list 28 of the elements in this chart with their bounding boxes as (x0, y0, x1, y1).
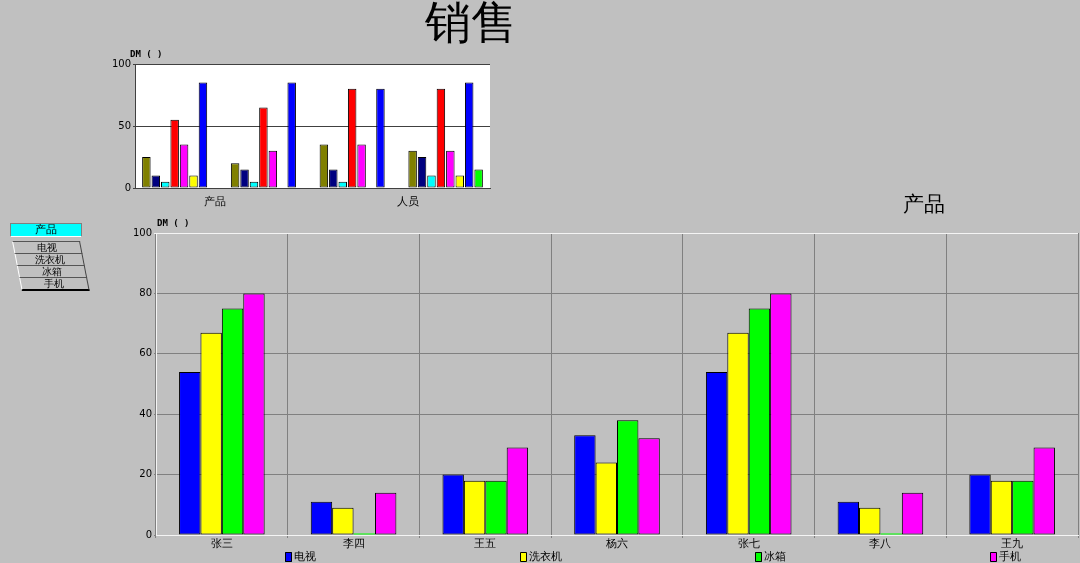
x-tick-label: 张七 (737, 537, 760, 551)
x-tick-label: 张三 (210, 537, 233, 551)
legend-label: 冰箱 (764, 549, 786, 563)
x-axis-title: 产品 (203, 194, 226, 208)
y-tick-label: 40 (139, 407, 152, 419)
legend-label: 手机 (999, 549, 1021, 563)
legend-title: 产品 (10, 223, 82, 237)
legend-label: 电视 (294, 549, 316, 563)
y-axis-title: DM ( ) (130, 49, 163, 59)
y-tick-label: 50 (118, 119, 131, 131)
x-tick-label: 杨六 (605, 537, 628, 551)
y-tick-label: 100 (132, 226, 152, 238)
y-tick-label: 0 (124, 181, 131, 193)
x-tick-label: 李八 (869, 537, 892, 551)
legend-label: 洗衣机 (529, 549, 562, 563)
chart-title: 销售 (425, 0, 517, 48)
y-tick-label: 80 (139, 286, 152, 298)
chart-title: 产品 (903, 192, 945, 216)
tab-list: 产品 电视 洗衣机 冰箱 手机 (10, 223, 102, 291)
x-tick-label: 王九 (1001, 537, 1024, 551)
x-tick-label: 李四 (342, 537, 365, 551)
y-tick-label: 20 (139, 468, 152, 480)
y-tick-label: 60 (139, 347, 152, 359)
text: 人员 (397, 194, 420, 208)
y-tick-label: 100 (111, 57, 131, 69)
y-axis-title: DM ( ) (157, 218, 190, 228)
x-tick-label: 王五 (474, 537, 497, 551)
y-tick-label: 0 (145, 528, 152, 540)
